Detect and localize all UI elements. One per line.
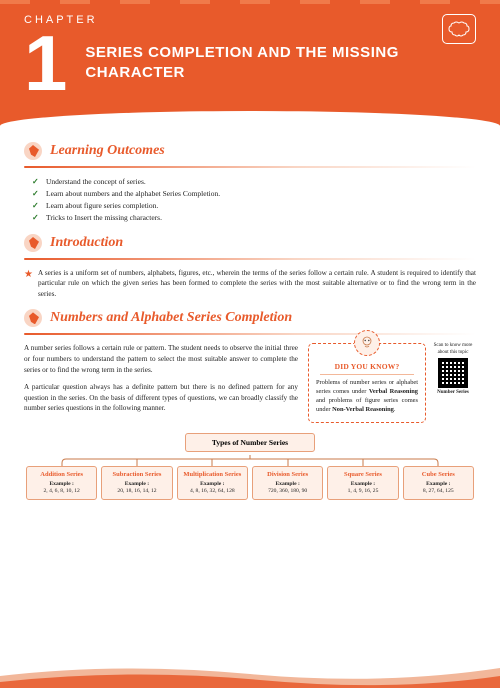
qr-code-icon <box>438 358 468 388</box>
chapter-row: 1 SERIES COMPLETION AND THE MISSING CHAR… <box>24 28 476 98</box>
body-para-2: A particular question always has a defin… <box>24 382 298 414</box>
tree-row: Addition Series Example :2, 4, 6, 8, 10,… <box>24 466 476 500</box>
body-left: A number series follows a certain rule o… <box>24 343 298 423</box>
outcome-item: Learn about figure series completion. <box>46 200 476 212</box>
tree-leaf-subtraction: Subraction Series Example :20, 18, 16, 1… <box>101 466 172 500</box>
section-title-numalpha: Numbers and Alphabet Series Completion <box>50 310 292 326</box>
intro-paragraph: ★ A series is a uniform set of numbers, … <box>24 268 476 299</box>
chapter-title: SERIES COMPLETION AND THE MISSING CHARAC… <box>85 43 476 84</box>
star-icon: ★ <box>24 268 33 283</box>
header-top-border <box>0 0 500 4</box>
section-underline <box>24 258 476 260</box>
section-underline <box>24 333 476 335</box>
target-icon <box>24 234 42 252</box>
series-type-tree: Types of Number Series Addition Series E… <box>24 433 476 500</box>
chapter-label: CHAPTER <box>24 14 476 26</box>
footer-wave <box>0 658 500 688</box>
body-para-1: A number series follows a certain rule o… <box>24 343 298 375</box>
section-title-outcomes: Learning Outcomes <box>50 143 165 159</box>
section-head-numalpha: Numbers and Alphabet Series Completion <box>24 309 476 327</box>
section-underline <box>24 166 476 168</box>
brain-icon <box>442 14 476 44</box>
did-you-know-box: DID YOU KNOW? Problems of number series … <box>308 343 426 423</box>
dyk-title: DID YOU KNOW? <box>316 362 418 371</box>
tree-leaf-addition: Addition Series Example :2, 4, 6, 8, 10,… <box>26 466 97 500</box>
outcome-item: Learn about numbers and the alphabet Ser… <box>46 188 476 200</box>
outcome-item: Tricks to Insert the missing characters. <box>46 212 476 224</box>
outcomes-list: Understand the concept of series. Learn … <box>24 176 476 224</box>
tree-leaf-cube: Cube Series Example :8, 27, 64, 125 <box>403 466 474 500</box>
qr-column: Scan to know more about this topic Numbe… <box>432 343 474 395</box>
outcome-item: Understand the concept of series. <box>46 176 476 188</box>
content: Learning Outcomes Understand the concept… <box>0 128 500 500</box>
header-curve <box>0 111 500 129</box>
tree-leaf-multiplication: Multiplication Series Example :4, 8, 16,… <box>177 466 248 500</box>
target-icon <box>24 142 42 160</box>
section-head-intro: Introduction <box>24 234 476 252</box>
qr-caption: Number Series <box>432 390 474 395</box>
page: CHAPTER 1 SERIES COMPLETION AND THE MISS… <box>0 0 500 688</box>
intro-text: A series is a uniform set of numbers, al… <box>38 269 476 298</box>
tree-leaf-square: Square Series Example :1, 4, 9, 16, 25 <box>327 466 398 500</box>
chapter-number: 1 <box>24 28 67 98</box>
body-right: DID YOU KNOW? Problems of number series … <box>308 343 476 423</box>
body-columns: A number series follows a certain rule o… <box>24 343 476 423</box>
section-head-outcomes: Learning Outcomes <box>24 142 476 160</box>
dyk-text: Problems of number series or alphabet se… <box>316 379 418 415</box>
section-title-intro: Introduction <box>50 235 123 251</box>
brain-svg <box>448 20 470 38</box>
tree-root: Types of Number Series <box>185 433 315 452</box>
chapter-header: CHAPTER 1 SERIES COMPLETION AND THE MISS… <box>0 0 500 128</box>
target-icon <box>24 309 42 327</box>
tree-leaf-division: Division Series Example :720, 360, 180, … <box>252 466 323 500</box>
lightbulb-icon <box>354 330 380 356</box>
qr-label: Scan to know more about this topic <box>432 343 474 356</box>
dyk-title-line <box>320 374 414 375</box>
